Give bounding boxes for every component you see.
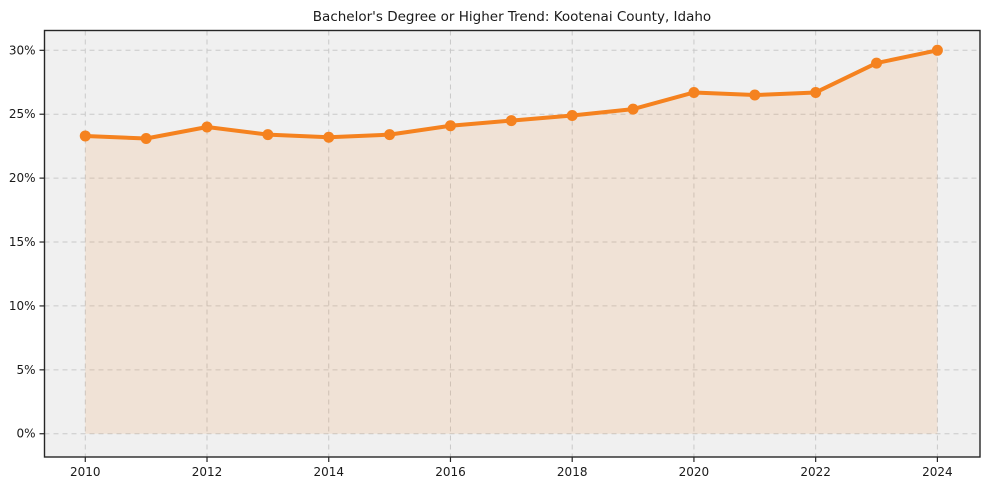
data-point-2014 [323,131,335,143]
x-tick-label: 2022 [800,465,831,479]
data-point-2017 [505,115,517,127]
y-tick-label: 25% [9,107,36,121]
x-tick-label: 2024 [922,465,953,479]
area-fill [85,50,938,434]
y-tick-label: 15% [9,235,36,249]
plot-background [44,30,980,457]
data-point-2024 [931,44,943,56]
x-tick-label: 2014 [313,465,344,479]
x-tick-label: 2016 [435,465,466,479]
x-tick-label: 2012 [192,465,223,479]
x-tick-label: 2010 [70,465,101,479]
y-tick-label: 20% [9,171,36,185]
y-tick-label: 10% [9,299,36,313]
data-point-2013 [262,129,274,141]
x-tick-label: 2020 [679,465,710,479]
data-point-2018 [566,109,578,121]
y-tick-label: 5% [16,363,35,377]
data-point-2015 [384,129,396,141]
data-point-2010 [79,130,91,142]
y-tick-label: 0% [16,427,35,441]
y-tick-label: 30% [9,43,36,57]
data-point-2020 [688,86,700,98]
data-point-2019 [627,103,639,115]
data-point-2016 [444,120,456,132]
data-point-2022 [810,86,822,98]
plot-area: 0% 5% 10% 15% 20% 25% 30% 2010 2012 2014 2016 2018 2… [9,29,981,479]
chart-title: Bachelor's Degree or Higher Trend: Koote… [313,9,711,25]
data-point-2021 [749,89,761,101]
data-point-2012 [201,121,213,133]
plot-border [43,29,981,458]
data-point-2011 [140,132,152,144]
data-point-2023 [871,57,883,69]
x-tick-label: 2018 [557,465,588,479]
